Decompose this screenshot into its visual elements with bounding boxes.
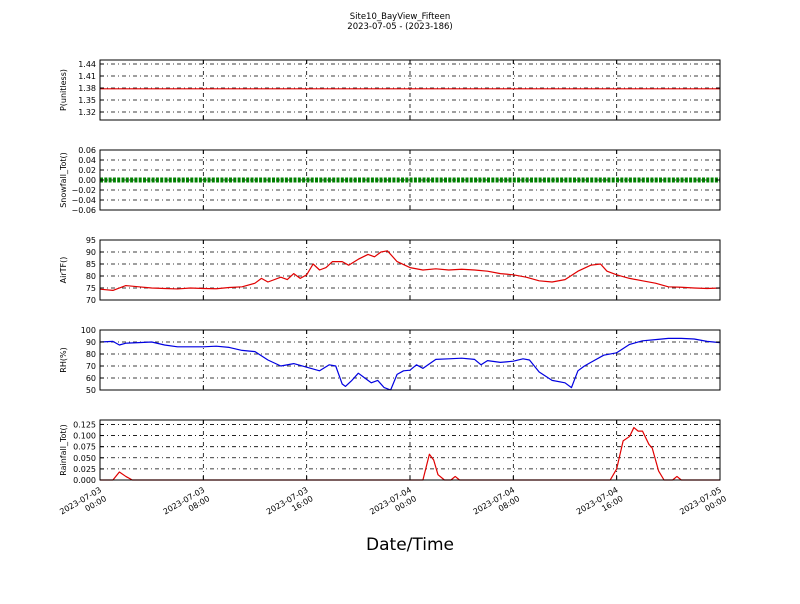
panel-4-ytick-label-1: 0.025 <box>73 465 96 474</box>
panel-4-ytick-label-4: 0.100 <box>73 432 96 441</box>
panel-3-ytick-label-4: 90 <box>86 338 96 347</box>
panel-3-ylabel: RH(%) <box>59 347 68 372</box>
panel-4-ytick-label-0: 0.000 <box>73 476 96 485</box>
panel-1-ytick-label-5: 0.04 <box>78 156 96 165</box>
panel-0-ytick-label-1: 1.35 <box>78 96 96 105</box>
panel-1-ytick-label-0: −0.06 <box>71 206 96 215</box>
panel-0-ytick-label-3: 1.41 <box>78 72 96 81</box>
panel-0-ylabel: P(unitless) <box>59 69 68 111</box>
panel-2-ylabel: AirTF() <box>59 257 68 284</box>
panel-0: 1.32 1.35 1.38 1.41 1.44 P(unitless) <box>59 59 721 121</box>
panel-0-ytick-label-0: 1.32 <box>78 108 96 117</box>
panel-3-ytick-label-3: 80 <box>86 350 96 359</box>
panel-3-ytick-label-1: 60 <box>86 374 96 383</box>
panel-2-ytick-label-4: 90 <box>86 248 96 257</box>
panel-4-ytick-label-3: 0.075 <box>73 443 96 452</box>
chart-title-line2: 2023-07-05 - (2023-186) <box>347 22 452 32</box>
panel-1-ytick-label-4: 0.02 <box>78 166 96 175</box>
panel-4-ylabel: Rainfall_Tot() <box>59 424 68 476</box>
panel-1-ytick-label-3: 0.00 <box>78 176 96 185</box>
panel-4: 0.000 0.025 0.050 0.075 0.100 0.125 Rainfall_T… <box>59 419 721 485</box>
panel-3-ytick-label-0: 50 <box>86 386 96 395</box>
panel-2-ytick-label-5: 95 <box>86 236 96 245</box>
panel-1-ytick-label-2: −0.02 <box>71 186 96 195</box>
panel-3-series-line <box>99 337 721 391</box>
panel-2-ytick-label-2: 80 <box>86 272 96 281</box>
panel-2-series-line <box>99 250 721 291</box>
panel-1-ylabel: Snowfall_Tot() <box>59 152 68 208</box>
panel-1-ytick-label-1: −0.04 <box>71 196 96 205</box>
panel-0-ytick-label-4: 1.44 <box>78 60 96 69</box>
chart-title-line1: Site10_BayView_Fifteen <box>350 12 451 22</box>
panel-2: 70 75 80 85 90 95 AirTF() <box>59 236 721 305</box>
panels-group: 1.321.351.381.411.44P(unitless)−0.06−0.0… <box>58 59 728 516</box>
panel-4-ytick-label-5: 0.125 <box>73 420 96 429</box>
panel-0-ytick-label-2: 1.38 <box>78 84 96 93</box>
panel-3-ytick-label-2: 70 <box>86 362 96 371</box>
x-axis-label: Date/Time <box>366 535 454 555</box>
panel-1-ytick-label-6: 0.06 <box>78 146 96 155</box>
panel-2-ytick-label-0: 70 <box>86 296 96 305</box>
panel-2-ytick-label-3: 85 <box>86 260 96 269</box>
panel-1: −0.06−0.04−0.020.000.020.040.06 Snowfall_… <box>59 146 721 215</box>
panel-3-ytick-label-5: 100 <box>81 326 96 335</box>
panel-2-ytick-label-1: 75 <box>86 284 96 293</box>
panel-3: 50 60 70 80 90 100 RH(%) <box>59 326 721 395</box>
panel-4-ytick-label-2: 0.050 <box>73 454 96 463</box>
